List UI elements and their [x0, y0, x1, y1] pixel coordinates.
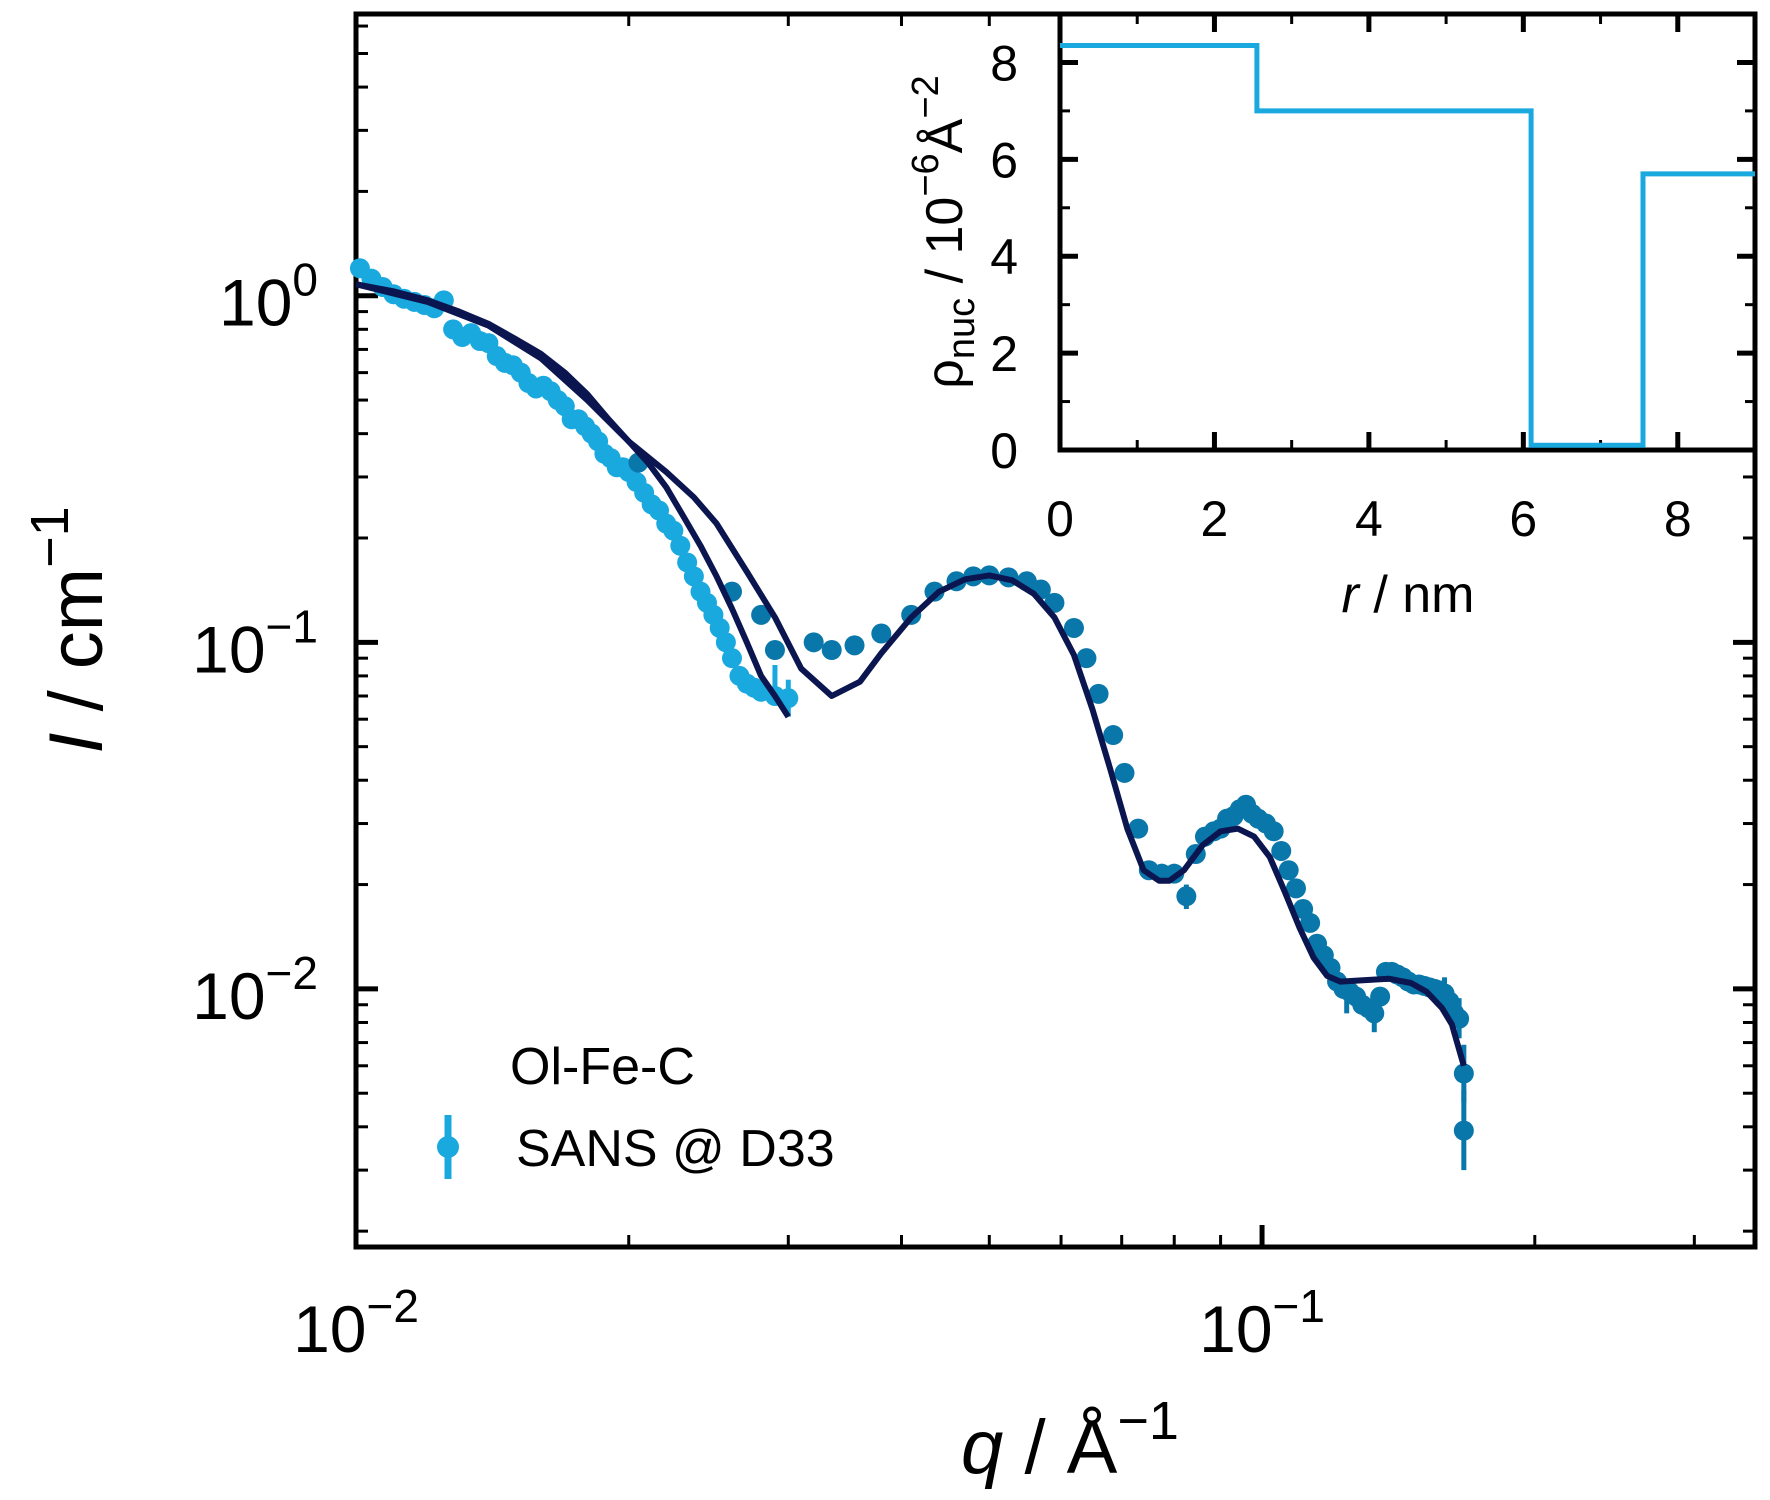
data-point — [1128, 818, 1149, 839]
x-axis-unit-exponent: −1 — [1117, 1391, 1179, 1451]
density-profile-line — [1060, 43, 1755, 448]
y-tick-base: 10 — [192, 612, 265, 686]
fit-curve — [355, 281, 1467, 1067]
data-series — [349, 258, 799, 717]
data-series — [628, 452, 1474, 1171]
y-axis-title: I / cm−1 — [20, 506, 119, 753]
legend-marker — [437, 1136, 459, 1158]
y-tick-label: 10−2 — [192, 947, 318, 1033]
data-point — [844, 635, 865, 656]
y-tick-exponent: −2 — [266, 947, 318, 999]
inset-y-axis-prefix: / 10 — [916, 197, 974, 298]
data-point — [670, 535, 691, 556]
data-point — [721, 648, 742, 669]
inset-y-tick-label: 0 — [990, 423, 1018, 479]
inset-plot: 0 2 4 6 8 0 2 4 6 8 r / nm ρnuc / 10−6Å−2 — [905, 11, 1758, 624]
data-point — [1114, 762, 1135, 783]
data-point — [1076, 648, 1097, 669]
data-point — [803, 632, 824, 653]
y-axis-unit: / cm — [34, 568, 119, 733]
data-point — [1364, 1003, 1385, 1024]
inset-y-tick-label: 4 — [990, 229, 1018, 285]
inset-x-tick-label: 4 — [1355, 491, 1383, 547]
x-axis-variable: q — [961, 1405, 1003, 1490]
inset-y-axis-prefix-exponent: −6 — [905, 153, 947, 196]
y-axis-variable: I — [34, 733, 119, 754]
inset-x-axis-unit: / nm — [1359, 566, 1475, 624]
inset-y-axis-unit-exponent: −2 — [905, 75, 947, 118]
inset-y-axis-variable: ρ — [916, 359, 974, 389]
y-tick-base: 10 — [192, 959, 265, 1033]
inset-x-tick-label: 2 — [1201, 491, 1229, 547]
data-point — [683, 566, 704, 587]
data-point — [871, 623, 892, 644]
data-point — [1063, 617, 1084, 638]
x-axis-title: q / Å−1 — [961, 1391, 1179, 1490]
inset-y-axis-unit: Å — [916, 118, 974, 153]
x-tick-exponent: −1 — [1273, 1280, 1325, 1332]
inset-y-tick-label: 8 — [990, 35, 1018, 91]
legend-entry-label: SANS @ D33 — [516, 1120, 835, 1178]
y-tick-label: 10−1 — [192, 600, 318, 686]
data-point — [1263, 821, 1284, 842]
data-point — [1176, 886, 1197, 907]
plot-frame — [353, 11, 1758, 1250]
y-tick-exponent: −1 — [266, 600, 318, 652]
data-point — [1453, 1063, 1474, 1084]
data-point — [1300, 912, 1321, 933]
x-tick-base: 10 — [293, 1292, 366, 1366]
inset-y-tick-label: 6 — [990, 132, 1018, 188]
data-point — [1453, 1120, 1474, 1141]
inset-y-axis-subscript: nuc — [941, 298, 983, 359]
data-point — [764, 640, 785, 661]
inset-x-axis-title: r / nm — [1342, 566, 1475, 624]
data-point — [1370, 986, 1391, 1007]
y-tick-exponent: 0 — [292, 254, 318, 306]
data-point — [663, 520, 684, 541]
x-tick-label: 10−2 — [293, 1280, 419, 1366]
data-point — [1285, 878, 1306, 899]
y-axis-unit-exponent: −1 — [20, 506, 80, 568]
inset-x-tick-label: 8 — [1664, 491, 1692, 547]
inset-frame — [1057, 11, 1758, 453]
data-point — [715, 632, 736, 653]
x-tick-base: 10 — [1199, 1292, 1272, 1366]
inset-x-tick-label: 0 — [1046, 491, 1074, 547]
inset-y-tick-label: 2 — [990, 326, 1018, 382]
inset-x-axis-variable: r — [1342, 566, 1362, 624]
data-point — [751, 604, 772, 625]
x-tick-exponent: −2 — [366, 1280, 418, 1332]
y-tick-label: 100 — [219, 254, 318, 340]
data-point — [1088, 683, 1109, 704]
data-point — [778, 688, 799, 709]
legend-title: Ol-Fe-C — [510, 1038, 695, 1096]
data-point — [1278, 860, 1299, 881]
data-point — [1271, 840, 1292, 861]
legend: Ol-Fe-C SANS @ D33 — [437, 1038, 835, 1179]
data-point — [821, 640, 842, 661]
inset-x-tick-label: 6 — [1509, 491, 1537, 547]
inset-y-axis-title: ρnuc / 10−6Å−2 — [905, 75, 983, 388]
x-tick-label: 10−1 — [1199, 1280, 1325, 1366]
x-axis-unit: / Å — [1003, 1405, 1117, 1490]
y-tick-base: 10 — [219, 266, 292, 340]
data-point — [1103, 725, 1124, 746]
